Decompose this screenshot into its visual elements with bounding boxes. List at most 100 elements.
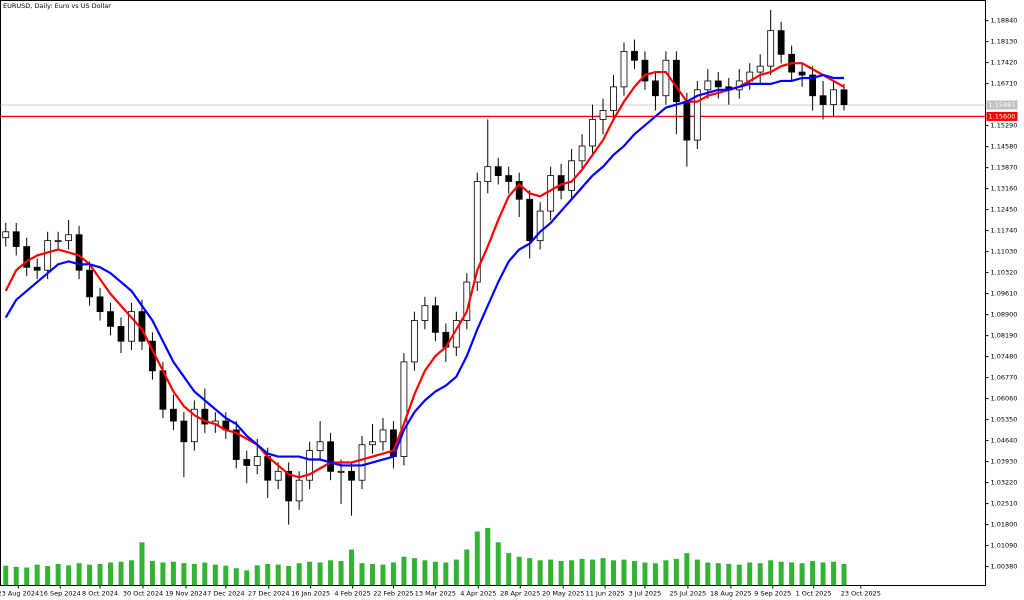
price-tag [986, 111, 1018, 121]
volume-bar [55, 563, 61, 586]
candle-body [777, 30, 785, 55]
candle-body [285, 470, 293, 502]
x-tick-label: 9 Sep 2025 [754, 590, 791, 598]
candle-body [840, 89, 848, 106]
x-tick-label: 3 Jul 2025 [629, 590, 662, 598]
candle-body [190, 408, 198, 443]
y-tick-label: 1.01800 [991, 521, 1018, 529]
candle-body [484, 166, 492, 182]
volume-bar [474, 531, 480, 586]
volume-bar [45, 566, 51, 586]
candle-body [641, 59, 649, 82]
candle-body [44, 240, 52, 271]
volume-bar [527, 558, 533, 586]
candle-body [232, 429, 240, 460]
volume-bar [76, 563, 82, 586]
x-tick-label: 8 Oct 2024 [82, 590, 118, 598]
volume-bar [254, 565, 260, 586]
volume-bar [108, 562, 114, 586]
volume-bar [673, 558, 679, 586]
price-tag [986, 100, 1018, 110]
candle-body [672, 59, 680, 103]
volume-bar [579, 558, 585, 586]
candle-body [505, 175, 513, 182]
candle-body [86, 269, 93, 298]
candle-body [547, 175, 555, 212]
candle-body [369, 441, 376, 446]
y-tick-label: 1.14580 [991, 143, 1018, 151]
candle-body [243, 459, 251, 466]
y-tick-label: 1.05350 [991, 416, 1018, 424]
candle-body [819, 95, 827, 106]
candle-body [494, 166, 502, 176]
candle-body [714, 80, 722, 88]
volume-bar [768, 560, 774, 586]
volume-bar [694, 559, 700, 586]
volume-bar [453, 559, 459, 586]
volume-bar [569, 560, 575, 586]
x-tick-label: 16 Sep 2024 [40, 590, 81, 598]
candle-body [107, 311, 114, 327]
y-tick-label: 1.06060 [991, 395, 1018, 403]
x-tick-label: 23 Aug 2024 [0, 590, 39, 598]
volume-bar [841, 563, 847, 586]
volume-bar [726, 563, 732, 586]
candle-body [515, 181, 523, 200]
volume-bar [275, 564, 281, 586]
x-tick-label: 13 Mar 2025 [415, 590, 456, 598]
candle-body [337, 470, 345, 473]
candle-body [662, 59, 670, 97]
candle-body [756, 65, 764, 73]
volume-bar [464, 549, 470, 586]
volume-bar [139, 542, 145, 586]
y-tick-label: 1.12450 [991, 206, 1018, 214]
y-tick-label: 1.04640 [991, 437, 1018, 445]
candle-body [128, 311, 135, 342]
volume-bar [715, 563, 721, 586]
candle-body [169, 408, 177, 422]
y-tick-label: 1.17420 [991, 59, 1018, 67]
candle-body [274, 470, 282, 481]
volume-bar [244, 570, 250, 586]
volume-bar [600, 558, 606, 586]
volume-bar [432, 561, 438, 586]
volume-bar [87, 564, 93, 586]
volume-bar [495, 542, 501, 586]
candle-body [264, 456, 272, 481]
volume-bar [789, 562, 795, 586]
volume-bar [170, 561, 176, 586]
candle-body [295, 479, 303, 502]
y-tick-label: 1.08900 [991, 311, 1018, 319]
volume-bar [401, 556, 407, 586]
volume-bar [328, 560, 334, 586]
x-tick-label: 11 Jun 2025 [586, 590, 625, 598]
candle-body [348, 470, 355, 481]
y-tick-label: 1.03220 [991, 479, 1018, 487]
candle-body [683, 101, 691, 141]
candle-body [12, 231, 20, 247]
y-tick-label: 1.08190 [991, 332, 1018, 340]
candle-body [411, 320, 418, 363]
volume-bar [516, 556, 522, 586]
volume-bar [747, 562, 753, 586]
y-tick-label: 1.10320 [991, 269, 1018, 277]
volume-bar [611, 560, 617, 586]
candle-body [589, 118, 596, 147]
candle-body [704, 80, 712, 91]
volume-bar [34, 564, 40, 586]
volume-bar [621, 559, 627, 586]
candle-body [568, 160, 575, 191]
candle-body [379, 429, 387, 443]
x-tick-label: 25 Jul 2025 [670, 590, 707, 598]
candle-body [421, 305, 429, 321]
volume-bar [212, 564, 218, 586]
candle-body [599, 110, 607, 120]
candle-body [358, 444, 366, 481]
x-tick-label: 18 Aug 2025 [710, 590, 752, 598]
candle-body [526, 198, 534, 242]
y-tick-label: 1.06770 [991, 374, 1018, 382]
volume-bar [506, 553, 512, 586]
candle-body [75, 234, 83, 271]
volume-bar [66, 565, 72, 586]
